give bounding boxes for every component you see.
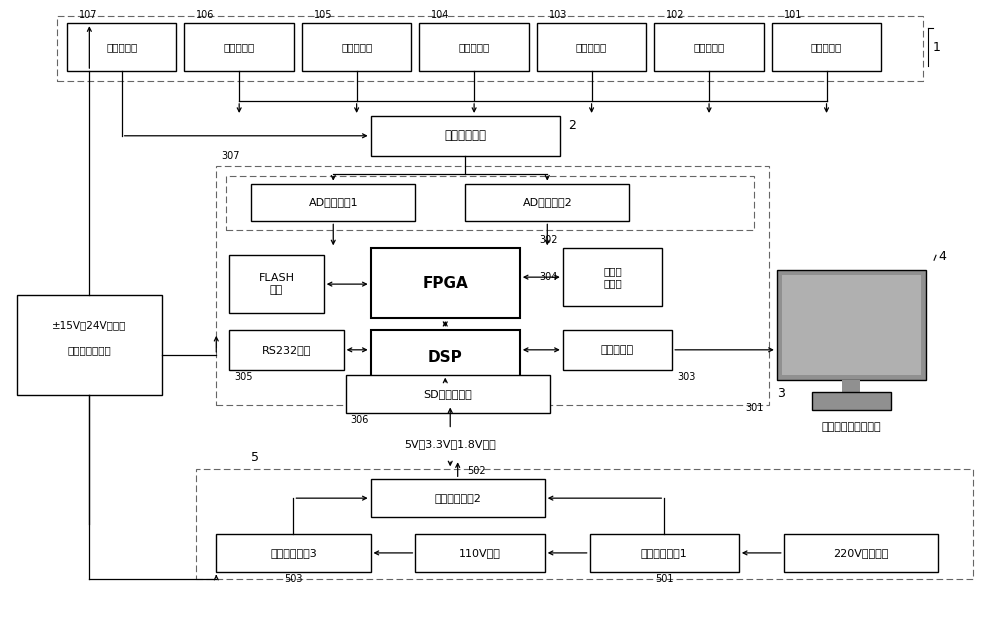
Text: 2: 2 <box>568 119 576 132</box>
Text: 转速传感器: 转速传感器 <box>106 42 137 52</box>
Text: 304: 304 <box>539 272 558 282</box>
Text: 4: 4 <box>938 250 946 263</box>
Bar <box>216 166 769 404</box>
Text: 110V直流: 110V直流 <box>459 548 501 558</box>
Text: 流量传感器: 流量传感器 <box>576 42 607 52</box>
Text: 电压源，恒流源: 电压源，恒流源 <box>67 345 111 355</box>
Text: 503: 503 <box>284 574 303 584</box>
Text: AD模数转换1: AD模数转换1 <box>308 197 358 207</box>
Text: 振动传感器: 振动传感器 <box>693 42 725 52</box>
Bar <box>563 330 672 369</box>
Text: 102: 102 <box>666 11 685 20</box>
Bar <box>302 24 411 71</box>
Text: 5: 5 <box>251 451 259 465</box>
Bar <box>415 534 545 572</box>
Text: 302: 302 <box>539 235 558 245</box>
Text: 压力传感器: 压力传感器 <box>341 42 372 52</box>
Text: 307: 307 <box>221 151 240 161</box>
Text: 铁电存
储模块: 铁电存 储模块 <box>603 266 622 288</box>
Bar <box>654 24 764 71</box>
Text: 106: 106 <box>196 11 215 20</box>
Bar <box>590 534 739 572</box>
Text: 以太网模块: 以太网模块 <box>601 345 634 355</box>
Bar <box>229 330 344 369</box>
Text: DSP: DSP <box>428 350 463 365</box>
Text: 信号调理模块: 信号调理模块 <box>444 129 486 142</box>
Bar <box>67 24 176 71</box>
Bar <box>371 479 545 517</box>
Text: FPGA: FPGA <box>422 276 468 291</box>
Text: 501: 501 <box>655 574 674 584</box>
Text: 压差传感器: 压差传感器 <box>811 42 842 52</box>
Text: FLASH
模块: FLASH 模块 <box>259 273 295 295</box>
Text: AD模数转换2: AD模数转换2 <box>522 197 572 207</box>
Bar <box>563 248 662 306</box>
Text: ±15V、24V、直流: ±15V、24V、直流 <box>52 320 127 330</box>
Bar <box>371 248 520 318</box>
Text: 502: 502 <box>468 466 486 476</box>
Text: 103: 103 <box>549 11 567 20</box>
Bar <box>772 24 881 71</box>
Bar <box>184 24 294 71</box>
Bar <box>419 24 529 71</box>
Text: 306: 306 <box>351 415 369 425</box>
Bar <box>782 275 921 374</box>
Bar <box>196 469 973 579</box>
Bar <box>777 270 926 379</box>
Bar <box>216 534 371 572</box>
Bar <box>371 330 520 384</box>
Text: 1: 1 <box>933 41 941 53</box>
Text: 303: 303 <box>677 372 696 382</box>
Text: 扭矩传感器: 扭矩传感器 <box>224 42 255 52</box>
Text: 107: 107 <box>79 11 97 20</box>
Text: 5V、3.3V、1.8V直流: 5V、3.3V、1.8V直流 <box>404 440 496 450</box>
Text: 电源转换模块3: 电源转换模块3 <box>270 548 317 558</box>
Bar <box>251 184 415 222</box>
Text: 电源转换模块2: 电源转换模块2 <box>434 493 481 503</box>
Text: 电源转换模块1: 电源转换模块1 <box>641 548 688 558</box>
Bar <box>57 16 923 81</box>
Bar <box>226 176 754 230</box>
Bar <box>842 379 860 392</box>
Text: 305: 305 <box>234 372 253 382</box>
Text: 220V交流电源: 220V交流电源 <box>833 548 889 558</box>
Bar <box>229 255 324 313</box>
Text: 105: 105 <box>314 11 332 20</box>
Text: 104: 104 <box>431 11 450 20</box>
Text: 上位机智能诊断系统: 上位机智能诊断系统 <box>822 422 881 432</box>
Bar <box>537 24 646 71</box>
Text: 3: 3 <box>777 387 785 399</box>
Bar <box>371 116 560 156</box>
Text: 101: 101 <box>784 11 802 20</box>
Text: SD卡存储模块: SD卡存储模块 <box>423 389 472 399</box>
Text: RS232模块: RS232模块 <box>262 345 311 355</box>
Bar <box>465 184 629 222</box>
Bar <box>346 374 550 412</box>
Text: 301: 301 <box>745 402 764 412</box>
Bar <box>17 295 162 394</box>
Text: 温度传感器: 温度传感器 <box>458 42 490 52</box>
Bar <box>784 534 938 572</box>
Bar <box>812 392 891 410</box>
